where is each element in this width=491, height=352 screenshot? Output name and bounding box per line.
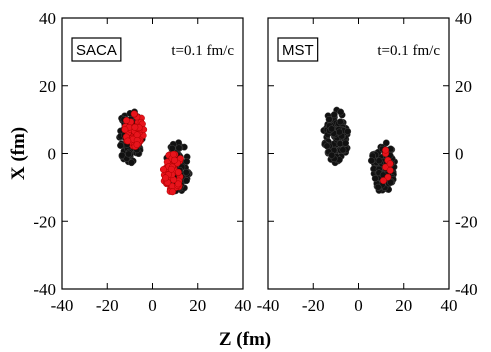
data-point [337, 108, 345, 116]
y-tick-label: 20 [39, 77, 56, 96]
data-point [121, 126, 129, 134]
data-point [125, 150, 133, 158]
data-point [183, 177, 190, 185]
x-tick-label: 40 [441, 296, 458, 315]
panel-label-box [71, 37, 122, 62]
data-point [131, 123, 139, 131]
data-point [130, 110, 138, 118]
data-point [379, 177, 387, 185]
y-tick-label: 20 [455, 77, 472, 96]
data-point [118, 151, 126, 159]
data-point [183, 158, 191, 165]
x-tick-label: -20 [96, 296, 119, 315]
data-point [169, 188, 176, 196]
data-point [182, 168, 190, 176]
data-point [133, 141, 141, 149]
panel-label: MST [282, 42, 314, 59]
data-point [117, 142, 124, 149]
x-tick-label: 20 [189, 296, 206, 315]
y-tick-label: -20 [455, 212, 478, 231]
data-point [382, 146, 390, 154]
x-tick-label: -20 [302, 296, 325, 315]
data-point [335, 128, 343, 136]
data-point [124, 137, 132, 145]
y-tick-label: -40 [455, 280, 478, 299]
data-point [375, 157, 383, 165]
x-tick-label: 40 [235, 296, 252, 315]
y-tick-label: 0 [455, 145, 464, 164]
data-point [169, 150, 177, 158]
x-tick-label: 20 [395, 296, 412, 315]
y-tick-label: 0 [48, 145, 57, 164]
y-tick-label: -20 [33, 212, 56, 231]
panel-label: SACA [76, 42, 117, 59]
y-axis-title: X (fm) [8, 127, 29, 180]
data-point [174, 180, 182, 188]
data-point [323, 142, 331, 150]
data-point [174, 168, 182, 176]
data-point [325, 115, 333, 123]
x-tick-label: 0 [148, 296, 157, 315]
data-point [328, 151, 336, 159]
data-point [171, 156, 178, 164]
panel-mst: -40 -20 0 20 40 40 20 0 -20 -40 MST t=0.1 fm/c [257, 9, 478, 315]
x-tick-label: -40 [257, 296, 280, 315]
data-point [175, 144, 183, 152]
data-point [123, 117, 130, 124]
time-label: t=0.1 fm/c [377, 43, 440, 59]
data-point [374, 183, 382, 191]
panel-label-box [277, 37, 319, 62]
data-point [367, 157, 375, 165]
data-point [159, 166, 167, 173]
data-point [162, 174, 170, 182]
x-axis-title: Z (fm) [219, 329, 271, 350]
panel-saca: -40 -20 0 20 40 40 20 0 -20 -40 X (fm) SACA t=0.1 fm… [8, 9, 252, 315]
data-point [167, 165, 175, 173]
data-point [339, 146, 347, 154]
data-point [371, 175, 379, 182]
data-point [342, 139, 350, 147]
time-label: t=0.1 fm/c [171, 43, 234, 59]
data-point [386, 166, 394, 174]
data-point [386, 160, 394, 168]
data-point [382, 139, 390, 147]
data-point [168, 144, 176, 152]
y-tick-label: -40 [33, 280, 56, 299]
data-point [336, 118, 344, 126]
data-point [328, 125, 336, 133]
data-point [344, 127, 352, 135]
x-tick-label: 0 [354, 296, 363, 315]
y-tick-label: 40 [39, 9, 56, 28]
data-point [330, 111, 338, 119]
data-point [128, 159, 135, 167]
x-tick-label: -40 [51, 296, 74, 315]
y-tick-label: 40 [455, 9, 472, 28]
